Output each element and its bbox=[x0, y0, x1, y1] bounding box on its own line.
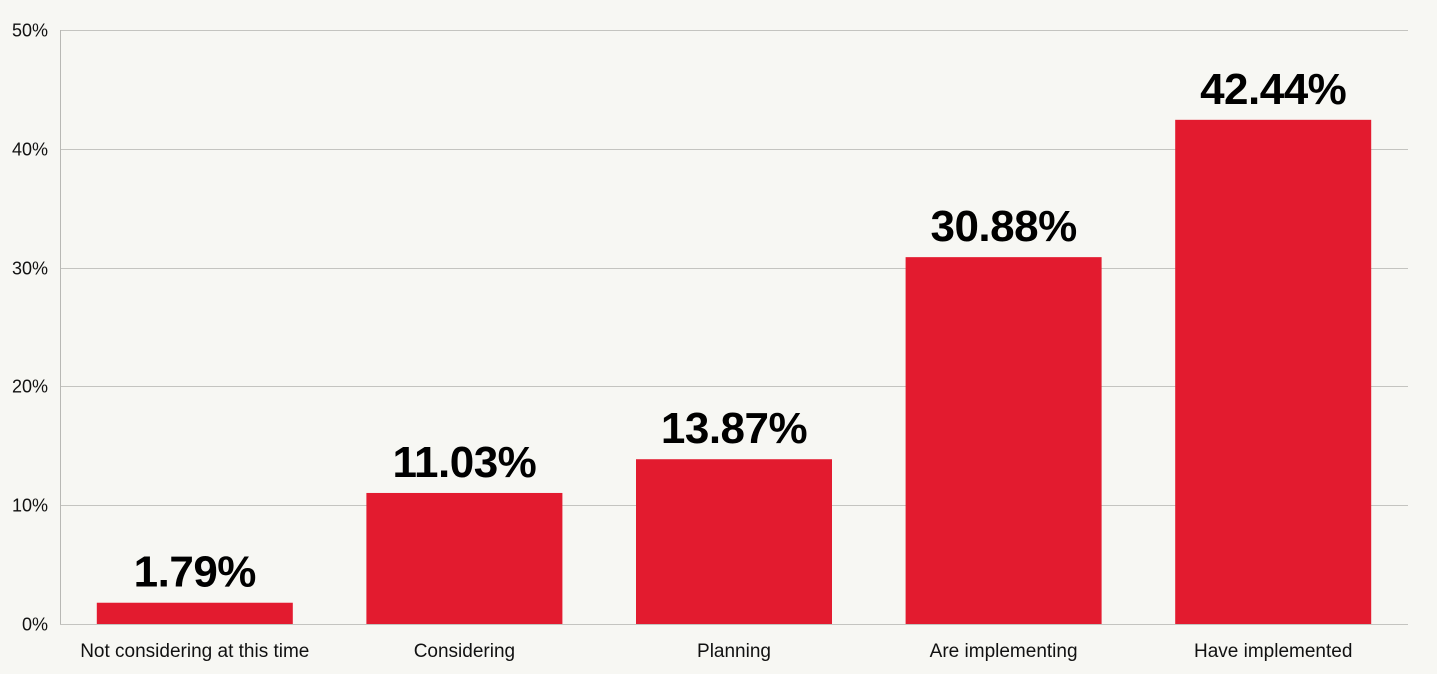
x-tick-label-5: Have implemented bbox=[1194, 641, 1352, 662]
y-axis-ticks: 0% 10% 20% 30% 40% 50% bbox=[12, 21, 48, 635]
x-axis-labels: Not considering at this time Considering P… bbox=[80, 641, 1352, 662]
data-label-5: 42.44% bbox=[1200, 65, 1346, 114]
x-tick-label-4: Are implementing bbox=[930, 641, 1078, 662]
bar-2 bbox=[366, 492, 563, 624]
bar-4 bbox=[905, 257, 1102, 624]
data-label-4: 30.88% bbox=[930, 202, 1076, 251]
gridlines bbox=[60, 30, 1408, 625]
y-tick-label: 40% bbox=[12, 140, 48, 160]
bar-3 bbox=[636, 459, 832, 624]
y-tick-label: 0% bbox=[22, 615, 48, 635]
y-tick-label: 10% bbox=[12, 496, 48, 516]
y-tick-label: 20% bbox=[12, 377, 48, 397]
data-labels: 1.79% 11.03% 13.87% 30.88% 42.44% bbox=[134, 65, 1347, 597]
data-label-1: 1.79% bbox=[134, 548, 256, 597]
y-tick-label: 50% bbox=[12, 21, 48, 41]
y-tick-label: 30% bbox=[12, 259, 48, 279]
data-label-3: 13.87% bbox=[661, 404, 807, 453]
x-tick-label-1: Not considering at this time bbox=[80, 641, 309, 662]
data-label-2: 11.03% bbox=[392, 438, 536, 487]
x-tick-label-3: Planning bbox=[697, 641, 771, 662]
x-tick-label-2: Considering bbox=[414, 641, 515, 662]
bars bbox=[96, 119, 1372, 624]
bar-1 bbox=[96, 602, 293, 624]
bar-5 bbox=[1175, 119, 1372, 624]
